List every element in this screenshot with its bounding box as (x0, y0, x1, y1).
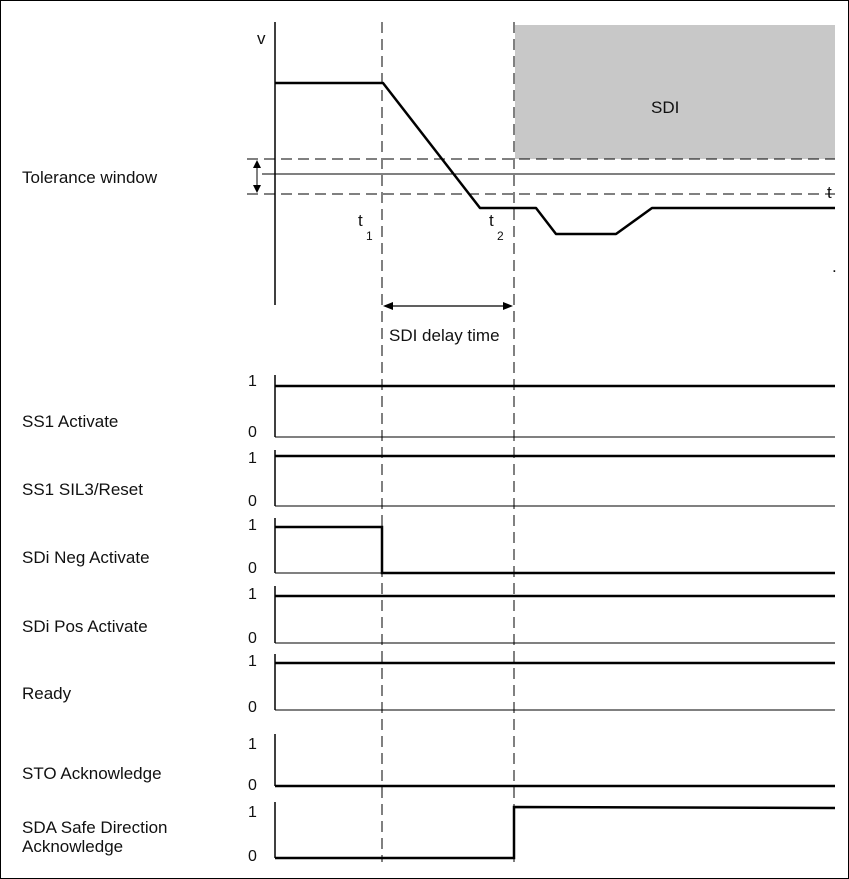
signal-high-level: 1 (248, 450, 257, 467)
tolerance-arrow-down (253, 185, 261, 193)
signal-trace (275, 525, 835, 575)
signal-high-level: 1 (248, 517, 257, 534)
signal-low-level: 0 (248, 848, 257, 865)
t2-label: t (489, 211, 494, 230)
signal-low-level: 0 (248, 560, 257, 577)
delay-arrow-right (503, 302, 513, 310)
time-axis-label: t (827, 183, 832, 202)
t1-label: t (358, 211, 363, 230)
speed-axis-end-dot: . (832, 257, 837, 276)
t1-subscript: 1 (366, 229, 373, 243)
signal-high-level: 1 (248, 586, 257, 603)
signal-label: SDi Pos Activate (22, 617, 148, 636)
speed-axis-label: v (257, 29, 266, 48)
sdi-delay-time-label: SDI delay time (389, 326, 500, 345)
signal-label: SS1 Activate (22, 412, 118, 431)
signal-label-line2: Acknowledge (22, 837, 123, 856)
signal-high-level: 1 (248, 653, 257, 670)
signal-label: Ready (22, 684, 72, 703)
tolerance-window-label: Tolerance window (22, 168, 158, 187)
signal-label: SS1 SIL3/Reset (22, 480, 143, 499)
tolerance-arrow-up (253, 160, 261, 168)
t2-subscript: 2 (497, 229, 504, 243)
signal-high-level: 1 (248, 736, 257, 753)
signal-low-level: 0 (248, 630, 257, 647)
signal-low-level: 0 (248, 424, 257, 441)
signal-trace (275, 805, 836, 860)
sdi-region-label: SDI (651, 98, 679, 117)
sdi-region (515, 25, 835, 159)
signal-high-level: 1 (248, 373, 257, 390)
signal-label: STO Acknowledge (22, 764, 162, 783)
signal-low-level: 0 (248, 493, 257, 510)
delay-arrow-left (383, 302, 393, 310)
signal-label: SDA Safe Direction (22, 818, 168, 837)
signal-label: SDi Neg Activate (22, 548, 150, 567)
signal-low-level: 0 (248, 777, 257, 794)
speed-curve (275, 81, 835, 236)
signal-high-level: 1 (248, 804, 257, 821)
signal-low-level: 0 (248, 699, 257, 716)
